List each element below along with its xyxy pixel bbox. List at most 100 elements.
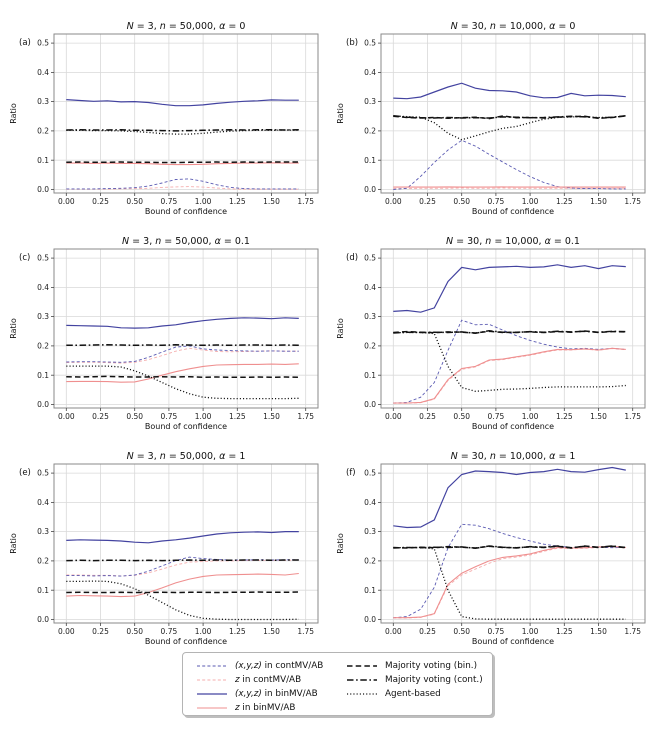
panel-label-a: (a) (19, 38, 31, 48)
legend-line-sample (347, 693, 377, 695)
svg-text:0.50: 0.50 (453, 197, 470, 206)
legend-item-xyz-binmv: (x,y,z) in binMV/AB (195, 687, 345, 701)
legend-line-sample (197, 665, 227, 667)
chart-e: 0.00 0.25 0.50 0.75 1.00 1.25 1.50 1.75 0.0 0.1 0.… (9, 463, 319, 645)
legend-line-sample (347, 665, 377, 667)
legend-line-sample (197, 693, 227, 695)
svg-text:0.00: 0.00 (385, 412, 402, 421)
svg-text:1.50: 1.50 (590, 627, 607, 636)
legend-line-sample (197, 679, 227, 681)
svg-text:0.75: 0.75 (161, 197, 178, 206)
svg-text:Ratio: Ratio (336, 318, 345, 339)
chart-f: 0.00 0.25 0.50 0.75 1.00 1.25 1.50 1.75 0.0 0.1 0.… (336, 463, 646, 645)
legend-label-var: (x,y,z) (235, 689, 262, 699)
panel-label-b: (b) (346, 38, 359, 48)
chart-a: 0.00 0.25 0.50 0.75 1.00 1.25 1.50 1.75 0.0 0.1 0.… (9, 33, 319, 215)
svg-text:0.50: 0.50 (453, 627, 470, 636)
svg-text:Bound of confidence: Bound of confidence (145, 422, 227, 430)
svg-text:0.0: 0.0 (37, 615, 49, 624)
svg-text:0.0: 0.0 (364, 615, 376, 624)
svg-text:1.75: 1.75 (297, 412, 314, 421)
svg-text:Ratio: Ratio (336, 103, 345, 124)
legend-label-text: in binMV/AB (261, 689, 318, 699)
svg-text:1.75: 1.75 (624, 412, 641, 421)
svg-text:1.25: 1.25 (556, 627, 573, 636)
legend-label-var: z (235, 675, 240, 685)
panel-label-c: (c) (19, 253, 31, 263)
svg-text:0.75: 0.75 (488, 627, 505, 636)
chart-d: 0.00 0.25 0.50 0.75 1.00 1.25 1.50 1.75 0.0 0.1 0.… (336, 248, 646, 430)
svg-text:0.1: 0.1 (364, 156, 376, 165)
svg-text:0.0: 0.0 (364, 185, 376, 194)
svg-text:0.00: 0.00 (385, 197, 402, 206)
svg-text:1.00: 1.00 (195, 197, 212, 206)
legend-column-2: Majority voting (bin.) Majority voting (… (345, 659, 483, 715)
svg-text:0.5: 0.5 (37, 39, 49, 48)
svg-text:0.00: 0.00 (58, 412, 75, 421)
svg-text:0.50: 0.50 (126, 627, 143, 636)
svg-text:0.0: 0.0 (364, 400, 376, 409)
svg-text:0.0: 0.0 (37, 400, 49, 409)
panel-title-b: N = 30, n = 10,000, α = 0 (450, 21, 576, 32)
svg-text:0.50: 0.50 (126, 412, 143, 421)
svg-text:0.00: 0.00 (58, 627, 75, 636)
svg-text:0.3: 0.3 (364, 97, 376, 106)
svg-text:Ratio: Ratio (9, 533, 18, 554)
svg-text:0.4: 0.4 (364, 68, 376, 77)
svg-text:1.50: 1.50 (590, 197, 607, 206)
legend-item-z-contmv: z in contMV/AB (195, 673, 345, 687)
svg-text:1.50: 1.50 (263, 197, 280, 206)
svg-text:1.00: 1.00 (195, 627, 212, 636)
svg-text:0.25: 0.25 (92, 627, 109, 636)
svg-text:Ratio: Ratio (9, 318, 18, 339)
svg-text:0.1: 0.1 (37, 586, 49, 595)
panel-title-e: N = 3, n = 50,000, α = 1 (126, 451, 246, 462)
svg-text:1.25: 1.25 (229, 197, 246, 206)
svg-text:0.25: 0.25 (419, 412, 436, 421)
svg-text:1.25: 1.25 (556, 197, 573, 206)
subplot-c: (c) N = 3, n = 50,000, α = 0.1 0.00 0.25 0… (0, 215, 327, 430)
svg-text:0.4: 0.4 (37, 283, 49, 292)
svg-text:1.25: 1.25 (556, 412, 573, 421)
svg-text:0.4: 0.4 (37, 68, 49, 77)
svg-text:1.75: 1.75 (297, 627, 314, 636)
svg-text:0.75: 0.75 (488, 412, 505, 421)
svg-text:0.1: 0.1 (364, 586, 376, 595)
panel-title-d: N = 30, n = 10,000, α = 0.1 (446, 236, 580, 247)
svg-text:0.5: 0.5 (364, 469, 376, 478)
legend-label-text: in contMV/AB (261, 661, 324, 671)
subplot-f: (f) N = 30, n = 10,000, α = 1 0.00 0.25 0.… (327, 430, 654, 645)
svg-text:0.1: 0.1 (37, 371, 49, 380)
legend-box: (x,y,z) in contMV/AB z in contMV/AB (x,y… (182, 652, 493, 716)
legend-item-z-binmv: z in binMV/AB (195, 701, 345, 715)
svg-text:Bound of confidence: Bound of confidence (472, 207, 554, 215)
svg-text:0.5: 0.5 (364, 39, 376, 48)
svg-text:0.00: 0.00 (385, 627, 402, 636)
legend-label-text: Majority voting (bin.) (385, 661, 478, 671)
svg-text:1.00: 1.00 (522, 197, 539, 206)
svg-text:Bound of confidence: Bound of confidence (472, 637, 554, 645)
svg-text:1.50: 1.50 (263, 412, 280, 421)
svg-text:0.75: 0.75 (161, 412, 178, 421)
svg-text:1.25: 1.25 (229, 627, 246, 636)
svg-text:0.2: 0.2 (364, 127, 376, 136)
legend-label-text: in contMV/AB (239, 675, 302, 685)
svg-text:1.50: 1.50 (590, 412, 607, 421)
svg-text:0.1: 0.1 (37, 156, 49, 165)
svg-text:0.2: 0.2 (364, 557, 376, 566)
svg-text:1.50: 1.50 (263, 627, 280, 636)
svg-text:0.2: 0.2 (37, 127, 49, 136)
svg-text:0.25: 0.25 (419, 197, 436, 206)
svg-text:Bound of confidence: Bound of confidence (472, 422, 554, 430)
legend-column-1: (x,y,z) in contMV/AB z in contMV/AB (x,y… (195, 659, 345, 715)
svg-text:1.75: 1.75 (624, 197, 641, 206)
subplot-d: (d) N = 30, n = 10,000, α = 0.1 0.00 0.25… (327, 215, 654, 430)
svg-text:0.3: 0.3 (364, 527, 376, 536)
svg-text:0.3: 0.3 (37, 527, 49, 536)
svg-text:Bound of confidence: Bound of confidence (145, 207, 227, 215)
svg-text:0.3: 0.3 (37, 312, 49, 321)
panel-label-f: (f) (346, 468, 356, 478)
legend-label-var: (x,y,z) (235, 661, 262, 671)
panel-label-e: (e) (19, 468, 31, 478)
legend-item-xyz-contmv: (x,y,z) in contMV/AB (195, 659, 345, 673)
